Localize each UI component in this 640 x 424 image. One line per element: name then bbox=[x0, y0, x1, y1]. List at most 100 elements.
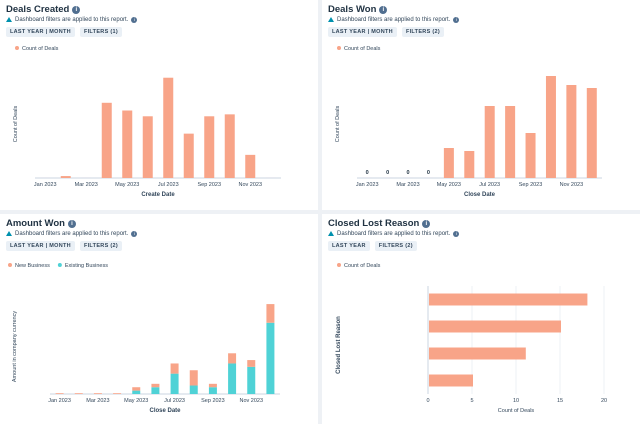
filter-notice: Dashboard filters are applied to this re… bbox=[6, 17, 138, 23]
x-axis-title: Close Date bbox=[464, 192, 496, 198]
x-tick-label: Sep 2023 bbox=[197, 182, 221, 188]
data-label: 0 bbox=[386, 170, 389, 176]
bar bbox=[60, 176, 71, 178]
bar bbox=[93, 393, 102, 394]
x-tick-label: Jan 2023 bbox=[48, 398, 71, 404]
filter-chips: LAST YEAR FILTERS (2) bbox=[328, 241, 417, 251]
x-tick-label: Nov 2023 bbox=[560, 182, 584, 188]
x-tick-label: Jan 2023 bbox=[34, 182, 57, 188]
bar bbox=[464, 151, 475, 178]
info-icon[interactable]: i bbox=[131, 231, 138, 237]
bar bbox=[204, 116, 215, 178]
filters-chip[interactable]: FILTERS (2) bbox=[401, 27, 444, 37]
bar bbox=[429, 374, 473, 387]
bar-existing-business bbox=[266, 322, 275, 394]
info-icon[interactable]: i bbox=[453, 17, 460, 23]
info-icon[interactable]: i bbox=[422, 220, 431, 228]
filter-chips: LAST YEAR | MONTH FILTERS (1) bbox=[6, 27, 122, 37]
x-tick-label: Jul 2023 bbox=[158, 182, 179, 188]
card-title[interactable]: Deals Won i bbox=[328, 4, 388, 15]
bar-new-business bbox=[247, 360, 256, 367]
x-tick-label: Mar 2023 bbox=[396, 182, 419, 188]
filter-notice: Dashboard filters are applied to this re… bbox=[328, 231, 460, 237]
date-range-chip[interactable]: LAST YEAR | MONTH bbox=[328, 27, 397, 37]
bar bbox=[382, 177, 393, 178]
deals-created-card: Deals Created i Dashboard filters are app… bbox=[0, 0, 318, 210]
card-title[interactable]: Amount Won i bbox=[6, 218, 76, 229]
info-icon[interactable]: i bbox=[453, 231, 460, 237]
info-icon[interactable]: i bbox=[379, 6, 388, 14]
bar bbox=[403, 177, 414, 178]
legend-marker bbox=[57, 263, 62, 267]
data-label: 0 bbox=[407, 170, 410, 176]
bar-new-business bbox=[189, 370, 198, 386]
bar bbox=[101, 102, 112, 178]
bar bbox=[429, 347, 526, 360]
y-axis-title: Count of Deals bbox=[13, 106, 19, 143]
legend-marker bbox=[8, 263, 12, 267]
bar bbox=[443, 148, 454, 178]
bar-existing-business bbox=[132, 390, 141, 394]
bar bbox=[566, 85, 577, 178]
warning-icon bbox=[6, 17, 12, 22]
x-tick-label: 20 bbox=[601, 398, 607, 404]
bar bbox=[545, 76, 556, 178]
bar-new-business bbox=[266, 304, 275, 323]
filter-chips: LAST YEAR | MONTH FILTERS (2) bbox=[6, 241, 122, 251]
filter-notice: Dashboard filters are applied to this re… bbox=[328, 17, 460, 23]
bar-existing-business bbox=[247, 366, 256, 394]
warning-icon bbox=[6, 231, 12, 236]
bar bbox=[265, 177, 276, 178]
filters-chip[interactable]: FILTERS (2) bbox=[374, 241, 417, 251]
bar bbox=[224, 114, 235, 178]
y-axis-title: Closed Lost Reason bbox=[336, 316, 342, 374]
info-icon[interactable]: i bbox=[72, 6, 81, 14]
x-tick-label: Nov 2023 bbox=[239, 398, 263, 404]
warning-icon bbox=[328, 17, 334, 22]
deals-won-chart: Count of Deals Count of Deals 0 0 0 0 Jan 2023… bbox=[335, 46, 602, 198]
x-axis-title: Create Date bbox=[141, 192, 175, 198]
bar bbox=[183, 133, 194, 178]
bar-new-business bbox=[151, 383, 160, 388]
legend-label: Count of Deals bbox=[22, 46, 59, 52]
card-title[interactable]: Closed Lost Reason i bbox=[328, 218, 431, 229]
date-range-chip[interactable]: LAST YEAR | MONTH bbox=[6, 27, 75, 37]
legend-marker bbox=[15, 46, 19, 50]
filters-chip[interactable]: FILTERS (2) bbox=[79, 241, 122, 251]
bar bbox=[113, 393, 122, 394]
x-tick-label: Sep 2023 bbox=[201, 398, 225, 404]
legend-label: New Business bbox=[15, 263, 50, 269]
filters-chip[interactable]: FILTERS (1) bbox=[79, 27, 122, 37]
data-label: 0 bbox=[427, 170, 430, 176]
y-axis-title: Count of Deals bbox=[335, 106, 341, 143]
x-tick-label: 10 bbox=[513, 398, 519, 404]
bar bbox=[122, 110, 133, 178]
bar bbox=[81, 177, 92, 178]
card-title[interactable]: Deals Created i bbox=[6, 4, 81, 15]
x-tick-label: Jan 2023 bbox=[356, 182, 379, 188]
date-range-chip[interactable]: LAST YEAR bbox=[328, 241, 370, 251]
bar bbox=[429, 320, 561, 333]
closed-lost-reason-chart: Count of Deals Closed Lost Reason 0 5 10 15 20… bbox=[336, 263, 607, 414]
legend-label: Existing Business bbox=[65, 263, 108, 269]
amount-won-chart: New Business Existing Business Amount in c… bbox=[8, 263, 280, 414]
bar-existing-business bbox=[228, 363, 237, 394]
bar bbox=[163, 77, 174, 178]
x-tick-label: 15 bbox=[557, 398, 563, 404]
bar-new-business bbox=[228, 353, 237, 364]
amount-won-card: Amount Won i Dashboard filters are applie… bbox=[0, 214, 318, 424]
bar-existing-business bbox=[189, 385, 198, 394]
info-icon[interactable]: i bbox=[67, 220, 76, 228]
x-tick-label: Jul 2023 bbox=[164, 398, 185, 404]
info-icon[interactable]: i bbox=[131, 17, 138, 23]
filter-chips: LAST YEAR | MONTH FILTERS (2) bbox=[328, 27, 444, 37]
bar bbox=[362, 177, 373, 178]
data-label: 0 bbox=[366, 170, 369, 176]
date-range-chip[interactable]: LAST YEAR | MONTH bbox=[6, 241, 75, 251]
bar-existing-business bbox=[170, 373, 179, 394]
legend-marker bbox=[337, 46, 341, 50]
x-tick-label: May 2023 bbox=[437, 182, 461, 188]
bar bbox=[74, 393, 83, 394]
bar bbox=[423, 177, 434, 178]
x-tick-label: May 2023 bbox=[124, 398, 148, 404]
